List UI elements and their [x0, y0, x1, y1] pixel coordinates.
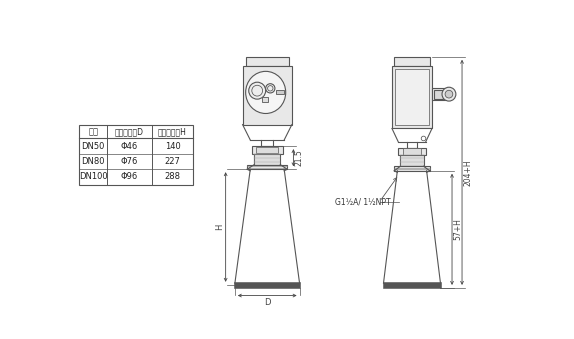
- Text: G1½A/ 1½NPT: G1½A/ 1½NPT: [335, 197, 391, 206]
- Text: D: D: [264, 298, 270, 307]
- Bar: [254, 154, 280, 165]
- Text: 204+H: 204+H: [464, 159, 472, 186]
- Bar: [433, 89, 443, 99]
- Text: DN50: DN50: [82, 142, 105, 151]
- Bar: [392, 66, 432, 128]
- Circle shape: [442, 87, 456, 101]
- Bar: [277, 89, 284, 94]
- Bar: [394, 57, 430, 66]
- Bar: [234, 282, 300, 288]
- Circle shape: [249, 82, 266, 99]
- Text: DN80: DN80: [82, 157, 105, 166]
- Text: 喇叭口直径D: 喇叭口直径D: [115, 127, 144, 136]
- Ellipse shape: [246, 71, 286, 114]
- Circle shape: [445, 90, 453, 98]
- Bar: [262, 97, 268, 102]
- Bar: [403, 148, 421, 155]
- Text: 227: 227: [165, 157, 180, 166]
- Text: 57+H: 57+H: [453, 218, 463, 240]
- Bar: [394, 166, 430, 171]
- Circle shape: [266, 84, 275, 93]
- Bar: [246, 57, 289, 66]
- Bar: [257, 147, 278, 153]
- Text: H: H: [215, 224, 224, 230]
- Bar: [243, 66, 292, 125]
- Text: Φ96: Φ96: [121, 173, 138, 181]
- Bar: [79, 125, 193, 185]
- Bar: [401, 155, 424, 166]
- Text: Φ76: Φ76: [121, 157, 138, 166]
- Text: 21.5: 21.5: [295, 149, 304, 166]
- Bar: [432, 88, 446, 100]
- Text: 法兰: 法兰: [88, 127, 98, 136]
- Bar: [383, 282, 441, 288]
- Text: 喇叭口高度H: 喇叭口高度H: [158, 127, 187, 136]
- Bar: [395, 69, 429, 125]
- Text: 288: 288: [165, 173, 180, 181]
- Text: DN100: DN100: [79, 173, 107, 181]
- Text: Φ46: Φ46: [121, 142, 138, 151]
- Bar: [247, 165, 287, 169]
- Bar: [398, 148, 426, 155]
- Bar: [252, 146, 282, 154]
- Text: 140: 140: [165, 142, 180, 151]
